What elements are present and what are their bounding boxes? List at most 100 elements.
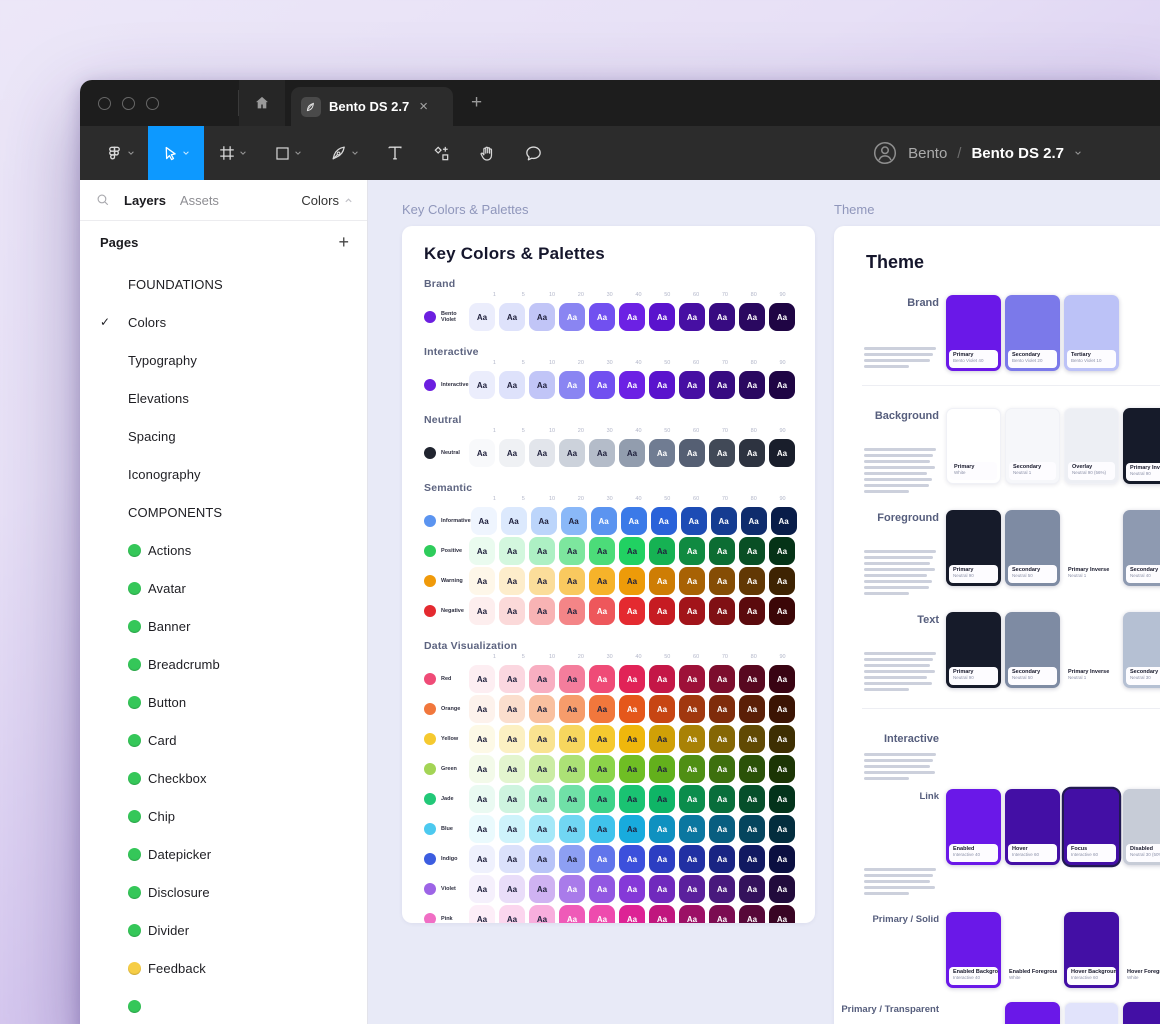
color-swatch[interactable]: Aa — [709, 303, 735, 331]
color-swatch[interactable]: Aa — [709, 875, 735, 903]
color-card[interactable]: FocusInteractive 60 — [1064, 789, 1119, 865]
color-swatch[interactable]: Aa — [651, 507, 677, 535]
color-swatch[interactable]: Aa — [649, 439, 675, 467]
new-tab-button[interactable]: + — [453, 80, 482, 126]
color-swatch[interactable]: Aa — [709, 755, 735, 783]
color-swatch[interactable]: Aa — [649, 371, 675, 399]
color-swatch[interactable]: Aa — [679, 785, 705, 813]
breadcrumb-team[interactable]: Bento — [908, 145, 947, 162]
tab-layers[interactable]: Layers — [124, 193, 166, 208]
sidebar-item-divider[interactable]: Divider — [80, 911, 367, 949]
color-card[interactable]: TertiaryBento Violet 10 — [1064, 295, 1119, 371]
color-swatch[interactable]: Aa — [499, 537, 525, 565]
color-swatch[interactable]: Aa — [619, 845, 645, 873]
sidebar-item-disclosure[interactable]: Disclosure — [80, 873, 367, 911]
hand-tool-button[interactable] — [464, 126, 510, 180]
actions-tool-button[interactable] — [418, 126, 464, 180]
color-swatch[interactable]: Aa — [649, 725, 675, 753]
color-swatch[interactable]: Aa — [709, 439, 735, 467]
color-card[interactable]: Secondary InverseNeutral 30 — [1123, 612, 1160, 688]
color-swatch[interactable]: Aa — [559, 567, 585, 595]
color-swatch[interactable]: Aa — [529, 537, 555, 565]
color-swatch[interactable]: Aa — [469, 665, 495, 693]
color-swatch[interactable]: Aa — [769, 905, 795, 923]
color-swatch[interactable]: Aa — [739, 725, 765, 753]
color-swatch[interactable]: Aa — [589, 303, 615, 331]
color-swatch[interactable]: Aa — [739, 567, 765, 595]
color-swatch[interactable]: Aa — [679, 597, 705, 625]
color-card[interactable]: PrimaryNeutral 90 — [946, 510, 1001, 586]
sidebar-item-iconography[interactable]: Iconography — [80, 455, 367, 493]
color-card[interactable]: Hover ForegroundInteractive 60 — [1123, 1002, 1160, 1024]
color-swatch[interactable]: Aa — [679, 537, 705, 565]
color-swatch[interactable]: Aa — [499, 785, 525, 813]
comment-tool-button[interactable] — [510, 126, 556, 180]
color-card[interactable]: OverlayNeutral 90 (56%) — [1064, 408, 1119, 484]
color-card[interactable]: Secondary InverseNeutral 40 — [1123, 510, 1160, 586]
color-swatch[interactable]: Aa — [739, 537, 765, 565]
color-swatch[interactable]: Aa — [619, 875, 645, 903]
color-swatch[interactable]: Aa — [499, 875, 525, 903]
color-swatch[interactable]: Aa — [499, 665, 525, 693]
sidebar-item-breadcrumb[interactable]: Breadcrumb — [80, 645, 367, 683]
color-swatch[interactable]: Aa — [469, 785, 495, 813]
color-swatch[interactable]: Aa — [469, 695, 495, 723]
color-swatch[interactable]: Aa — [709, 537, 735, 565]
color-swatch[interactable]: Aa — [709, 597, 735, 625]
color-swatch[interactable]: Aa — [559, 371, 585, 399]
color-swatch[interactable]: Aa — [499, 597, 525, 625]
home-button[interactable] — [239, 80, 285, 126]
file-tab[interactable]: Bento DS 2.7 × — [291, 87, 453, 126]
avatar-icon[interactable] — [872, 140, 898, 166]
chevron-down-icon[interactable] — [1074, 149, 1082, 157]
color-swatch[interactable]: Aa — [559, 845, 585, 873]
color-card[interactable]: Primary InverseNeutral 1 — [1064, 510, 1119, 586]
color-swatch[interactable]: Aa — [769, 303, 795, 331]
color-swatch[interactable]: Aa — [559, 537, 585, 565]
color-card[interactable]: PrimaryWhite — [946, 408, 1001, 484]
color-card[interactable]: SecondaryNeutral 50 — [1005, 612, 1060, 688]
color-swatch[interactable]: Aa — [589, 597, 615, 625]
color-swatch[interactable]: Aa — [589, 695, 615, 723]
color-swatch[interactable]: Aa — [649, 695, 675, 723]
color-swatch[interactable]: Aa — [649, 537, 675, 565]
color-swatch[interactable]: Aa — [649, 785, 675, 813]
color-swatch[interactable]: Aa — [529, 371, 555, 399]
color-swatch[interactable]: Aa — [679, 905, 705, 923]
color-swatch[interactable]: Aa — [589, 537, 615, 565]
color-swatch[interactable]: Aa — [619, 755, 645, 783]
color-card[interactable]: Primary InverseNeutral 1 — [1064, 612, 1119, 688]
color-swatch[interactable]: Aa — [739, 905, 765, 923]
sidebar-item[interactable] — [80, 987, 367, 1024]
sidebar-item-avatar[interactable]: Avatar — [80, 569, 367, 607]
color-swatch[interactable]: Aa — [649, 665, 675, 693]
minimize-window-button[interactable] — [122, 97, 135, 110]
sidebar-item-elevations[interactable]: Elevations — [80, 379, 367, 417]
color-card[interactable]: Enabled BackgroundTransparent — [946, 1002, 1001, 1024]
color-swatch[interactable]: Aa — [471, 507, 497, 535]
add-page-button[interactable]: + — [338, 232, 349, 253]
canvas[interactable]: Key Colors & Palettes Key Colors & Palet… — [368, 180, 1160, 1024]
color-swatch[interactable]: Aa — [769, 537, 795, 565]
color-swatch[interactable]: Aa — [709, 905, 735, 923]
color-swatch[interactable]: Aa — [469, 815, 495, 843]
color-swatch[interactable]: Aa — [649, 905, 675, 923]
sidebar-item-actions[interactable]: Actions — [80, 531, 367, 569]
color-swatch[interactable]: Aa — [589, 439, 615, 467]
color-swatch[interactable]: Aa — [469, 845, 495, 873]
color-swatch[interactable]: Aa — [709, 665, 735, 693]
color-swatch[interactable]: Aa — [469, 371, 495, 399]
color-swatch[interactable]: Aa — [529, 785, 555, 813]
color-swatch[interactable]: Aa — [529, 725, 555, 753]
sidebar-item-colors[interactable]: ✓Colors — [80, 303, 367, 341]
color-swatch[interactable]: Aa — [649, 567, 675, 595]
color-swatch[interactable]: Aa — [619, 537, 645, 565]
color-swatch[interactable]: Aa — [469, 439, 495, 467]
close-window-button[interactable] — [98, 97, 111, 110]
color-swatch[interactable]: Aa — [619, 725, 645, 753]
sidebar-item-card[interactable]: Card — [80, 721, 367, 759]
main-menu-button[interactable] — [92, 126, 148, 180]
color-swatch[interactable]: Aa — [679, 665, 705, 693]
color-swatch[interactable]: Aa — [499, 845, 525, 873]
color-swatch[interactable]: Aa — [769, 695, 795, 723]
